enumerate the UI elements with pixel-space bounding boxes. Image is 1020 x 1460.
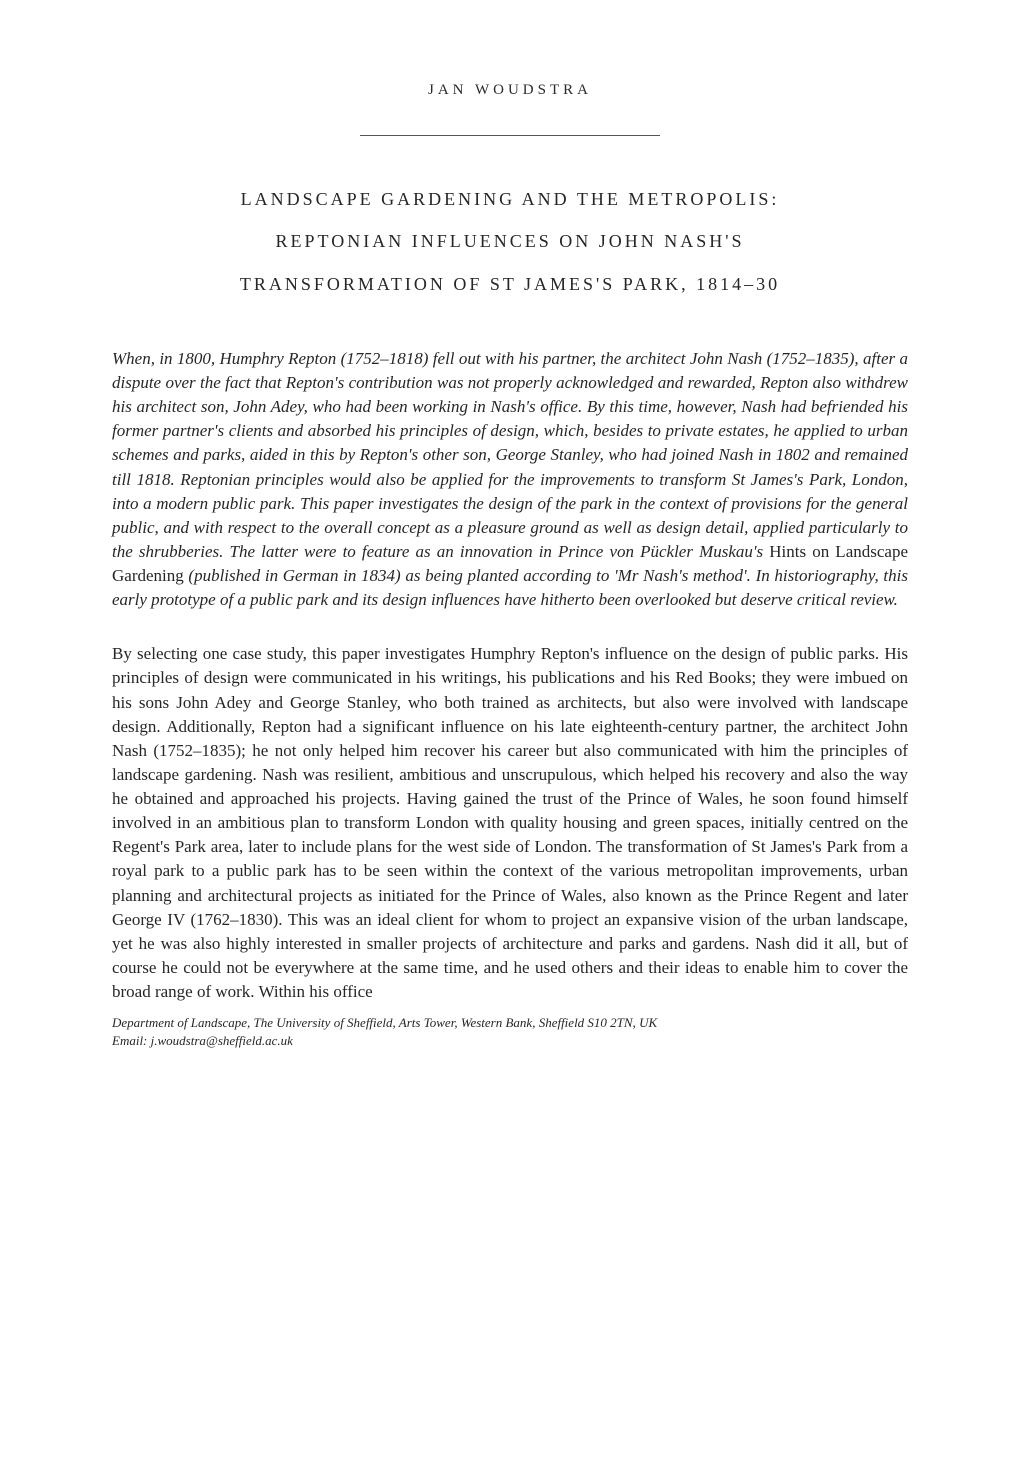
page: JAN WOUDSTRA LANDSCAPE GARDENING AND THE… <box>0 0 1020 1460</box>
title-rule <box>360 135 660 136</box>
title-line-2: REPTONIAN INFLUENCES ON JOHN NASH'S <box>112 220 908 262</box>
affiliation: Department of Landscape, The University … <box>112 1014 908 1049</box>
affiliation-email: Email: j.woudstra@sheffield.ac.uk <box>112 1032 908 1050</box>
abstract: When, in 1800, Humphry Repton (1752–1818… <box>112 347 908 612</box>
body-paragraph-1: By selecting one case study, this paper … <box>112 642 908 1004</box>
author-name: JAN WOUDSTRA <box>112 82 908 99</box>
title-line-1: LANDSCAPE GARDENING AND THE METROPOLIS: <box>112 178 908 220</box>
abstract-mid: (published in German in 1834) as being p… <box>112 566 908 609</box>
title-line-3: TRANSFORMATION OF ST JAMES'S PARK, 1814–… <box>112 263 908 305</box>
article-title: LANDSCAPE GARDENING AND THE METROPOLIS: … <box>112 178 908 305</box>
affiliation-address: Department of Landscape, The University … <box>112 1014 908 1032</box>
abstract-pre: When, in 1800, Humphry Repton (1752–1818… <box>112 349 908 561</box>
